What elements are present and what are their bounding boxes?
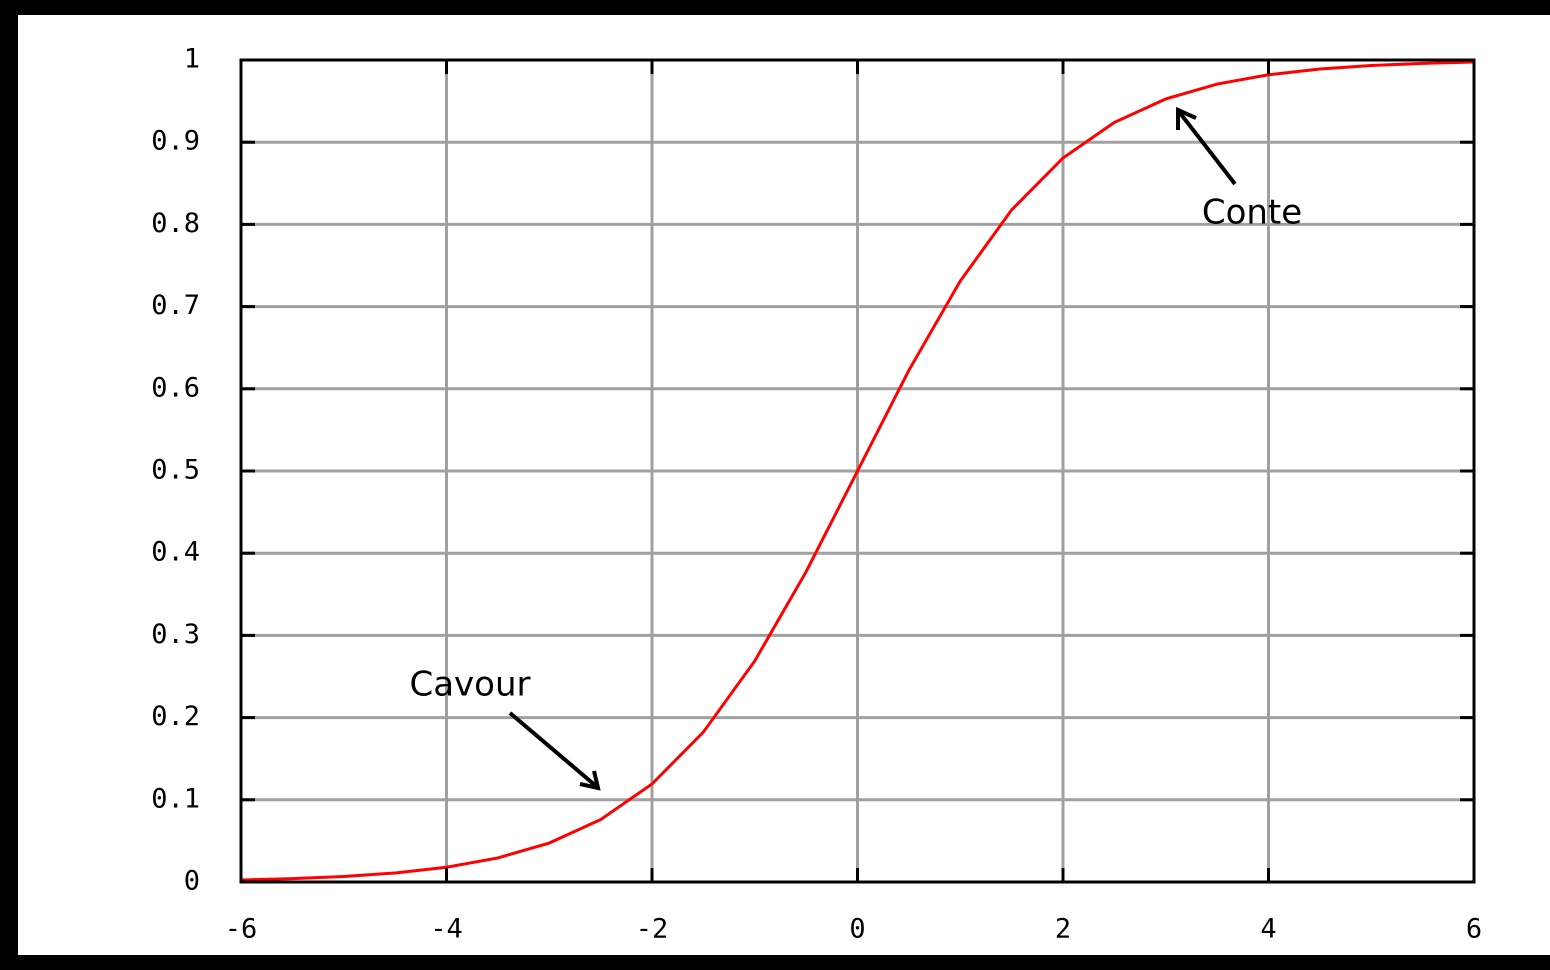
y-tick-label: 0.2: [151, 701, 200, 732]
annotation-arrow: [1178, 111, 1237, 186]
y-tick-label: 0.8: [151, 208, 200, 239]
y-tick-label: 0: [184, 866, 200, 897]
x-tick-label: 2: [1055, 914, 1071, 945]
y-tick-label: 0.6: [151, 372, 200, 403]
x-tick-label: -4: [430, 914, 463, 945]
y-tick-label: 0.4: [151, 537, 200, 568]
y-tick-label: 0.5: [151, 455, 200, 486]
y-tick-label: 0.3: [151, 619, 200, 650]
annotation: Cavour: [409, 665, 530, 705]
annotation-arrowhead: [579, 770, 601, 791]
y-tick-label: 1: [184, 44, 200, 75]
y-tick-label: 0.1: [151, 783, 200, 814]
x-tick-label: -2: [636, 914, 669, 945]
line: [240, 60, 1475, 882]
y-tick-label: 0.9: [151, 126, 200, 157]
y-tick-label: 0.7: [151, 290, 200, 321]
annotation-arrowhead: [1176, 106, 1197, 130]
x-tick-label: 0: [849, 914, 865, 945]
annotation-arrow: [508, 711, 598, 788]
canvas: [18, 15, 1550, 955]
x-tick-label: 4: [1260, 914, 1276, 945]
annotation: Conte: [1202, 193, 1302, 233]
x-tick-label: -6: [225, 914, 258, 945]
plot: [240, 60, 1475, 882]
x-tick-label: 6: [1466, 914, 1482, 945]
